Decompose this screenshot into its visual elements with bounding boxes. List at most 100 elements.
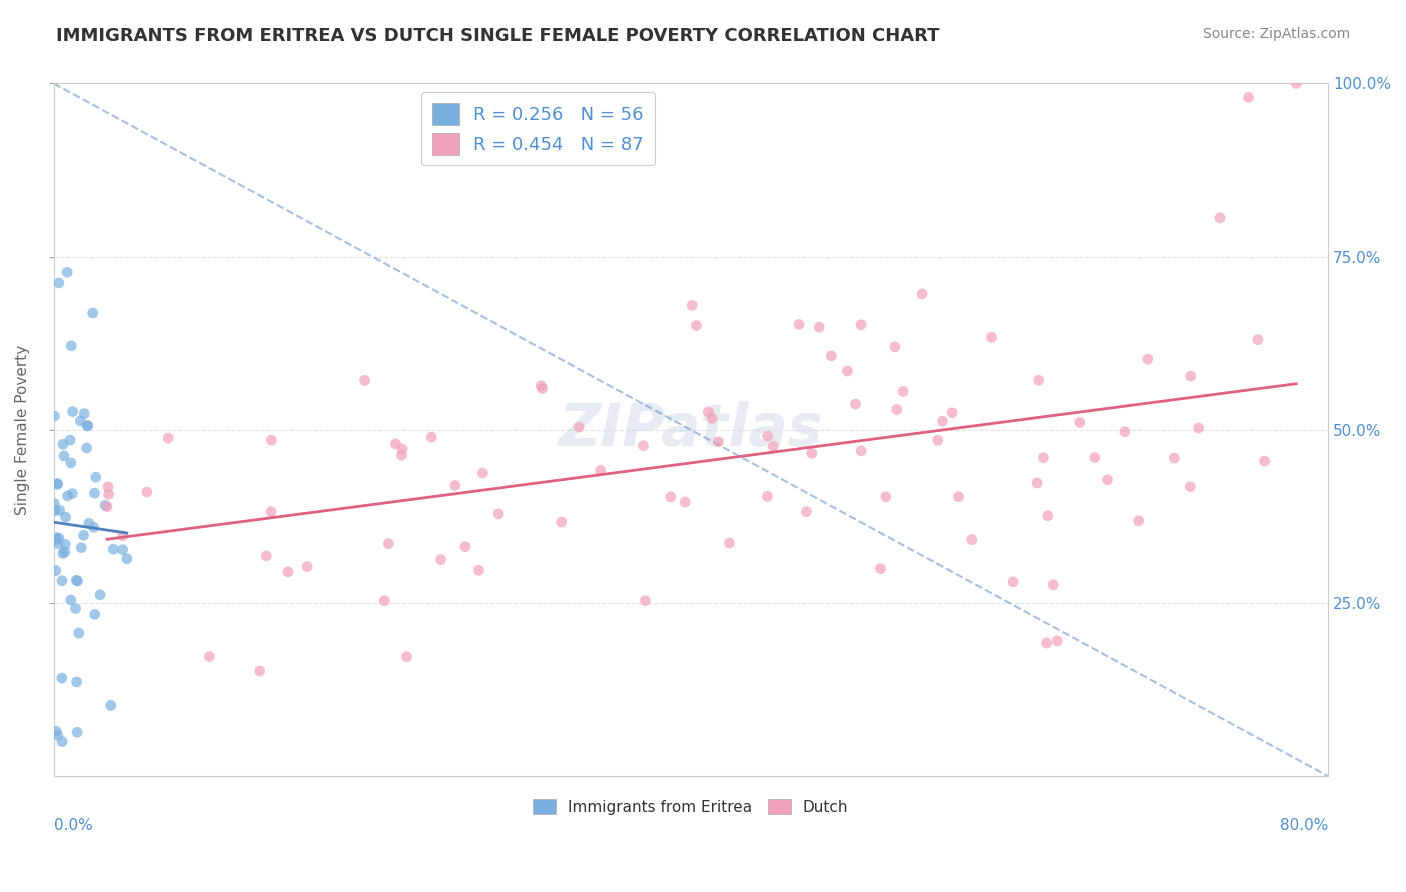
Point: [44, 409, 66, 424]
Point: [883, 340, 905, 354]
Point: [111, 542, 134, 557]
Point: [94, 499, 117, 513]
Point: [530, 378, 553, 392]
Point: [849, 318, 872, 332]
Point: [83, 486, 105, 500]
Point: [875, 490, 897, 504]
Point: [52, 449, 75, 463]
Point: [633, 439, 655, 453]
Point: [48, 503, 70, 517]
Point: [444, 478, 467, 492]
Point: [756, 489, 779, 503]
Point: [51, 734, 73, 748]
Point: [46, 476, 69, 491]
Point: [56, 265, 79, 279]
Point: [673, 495, 696, 509]
Point: [97, 480, 120, 494]
Point: [1097, 473, 1119, 487]
Point: [45, 533, 67, 547]
Point: [941, 406, 963, 420]
Point: [46, 537, 69, 551]
Point: [1285, 77, 1308, 91]
Point: [135, 485, 157, 500]
Legend: Immigrants from Eritrea, Dutch: Immigrants from Eritrea, Dutch: [524, 789, 858, 824]
Point: [96, 500, 118, 514]
Point: [1163, 450, 1185, 465]
Point: [681, 298, 703, 312]
Point: [1128, 514, 1150, 528]
Point: [65, 674, 87, 689]
Point: [1180, 480, 1202, 494]
Point: [1209, 211, 1232, 225]
Point: [254, 549, 277, 563]
Point: [295, 559, 318, 574]
Point: [568, 420, 591, 434]
Point: [115, 551, 138, 566]
Point: [249, 664, 271, 678]
Point: [1136, 352, 1159, 367]
Point: [46, 477, 69, 491]
Point: [100, 698, 122, 713]
Point: [97, 487, 120, 501]
Point: [45, 724, 67, 739]
Point: [277, 565, 299, 579]
Point: [1187, 421, 1209, 435]
Point: [353, 373, 375, 387]
Point: [787, 318, 810, 332]
Point: [46, 728, 69, 742]
Point: [373, 594, 395, 608]
Point: [44, 504, 66, 518]
Point: [1042, 578, 1064, 592]
Point: [589, 463, 612, 477]
Point: [60, 339, 83, 353]
Point: [157, 431, 180, 445]
Point: [65, 574, 87, 588]
Point: [634, 593, 657, 607]
Point: [76, 441, 98, 455]
Point: [44, 496, 66, 510]
Point: [911, 287, 934, 301]
Point: [60, 486, 83, 500]
Point: [82, 306, 104, 320]
Point: [198, 649, 221, 664]
Text: Source: ZipAtlas.com: Source: ZipAtlas.com: [1202, 27, 1350, 41]
Point: [384, 437, 406, 451]
Point: [48, 531, 70, 545]
Point: [395, 649, 418, 664]
Point: [48, 276, 70, 290]
Point: [77, 516, 100, 531]
Point: [45, 531, 67, 545]
Point: [420, 430, 443, 444]
Point: [59, 593, 82, 607]
Point: [1002, 574, 1025, 589]
Point: [1046, 634, 1069, 648]
Point: [51, 671, 73, 685]
Point: [66, 725, 89, 739]
Point: [471, 466, 494, 480]
Point: [83, 607, 105, 622]
Point: [869, 561, 891, 575]
Point: [83, 520, 105, 534]
Text: 80.0%: 80.0%: [1279, 818, 1329, 833]
Point: [486, 507, 509, 521]
Point: [948, 490, 970, 504]
Point: [1084, 450, 1107, 465]
Point: [52, 437, 75, 451]
Point: [66, 574, 89, 588]
Point: [59, 433, 82, 447]
Point: [718, 536, 741, 550]
Point: [260, 433, 283, 447]
Point: [700, 411, 723, 425]
Point: [467, 563, 489, 577]
Point: [685, 318, 707, 333]
Point: [391, 442, 413, 456]
Point: [837, 364, 859, 378]
Point: [454, 540, 477, 554]
Point: [1028, 373, 1050, 387]
Point: [89, 588, 111, 602]
Point: [927, 434, 949, 448]
Point: [72, 528, 94, 542]
Point: [1026, 476, 1049, 491]
Point: [980, 330, 1002, 344]
Point: [762, 439, 785, 453]
